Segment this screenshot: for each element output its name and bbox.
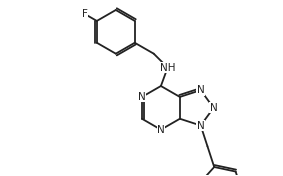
Text: N: N bbox=[197, 121, 205, 130]
Text: F: F bbox=[82, 9, 87, 19]
Text: N: N bbox=[138, 92, 146, 102]
Text: NH: NH bbox=[160, 62, 175, 73]
Text: N: N bbox=[157, 125, 165, 135]
Text: N: N bbox=[197, 85, 205, 95]
Text: N: N bbox=[210, 103, 217, 113]
